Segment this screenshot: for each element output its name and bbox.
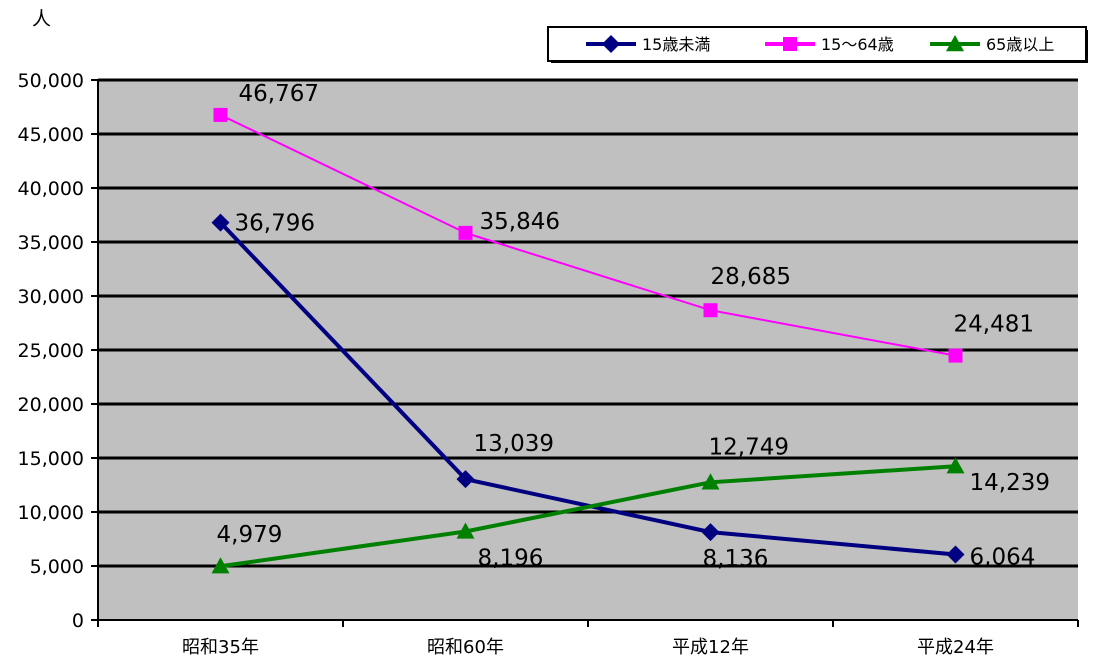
- legend-swatch-marker: [783, 37, 797, 51]
- x-category-label: 昭和60年: [427, 637, 504, 658]
- data-point: [458, 225, 473, 240]
- data-point: [946, 457, 965, 474]
- series-line-1: [220, 114, 956, 357]
- y-tick-label: 5,000: [30, 556, 84, 578]
- data-label: 4,979: [217, 522, 283, 548]
- data-point: [701, 473, 720, 490]
- data-label: 12,749: [709, 434, 789, 460]
- data-point: [946, 545, 965, 564]
- x-category-label: 平成24年: [917, 637, 994, 658]
- legend-box: [547, 26, 1087, 62]
- series-line-2: [220, 464, 956, 569]
- y-tick-label: 30,000: [18, 286, 84, 308]
- data-label: 8,136: [703, 546, 769, 572]
- x-category-label: 平成12年: [672, 637, 749, 658]
- y-tick-label: 35,000: [18, 232, 84, 254]
- y-tick-label: 45,000: [18, 124, 84, 146]
- legend-swatch-marker: [946, 35, 964, 52]
- data-label: 46,767: [239, 81, 319, 107]
- y-tick-label: 0: [72, 610, 84, 632]
- data-label: 35,846: [480, 209, 560, 235]
- y-tick-label: 40,000: [18, 178, 84, 200]
- plot-area: 0 5,000 10,000 15,000 20,000 25,000 30,000 35,0…: [18, 70, 1079, 658]
- data-point: [211, 213, 230, 232]
- y-axis-unit-label: 人: [32, 8, 51, 30]
- y-tick-label: 15,000: [18, 448, 84, 470]
- data-label: 24,481: [954, 312, 1034, 338]
- data-point: [701, 523, 720, 542]
- data-label: 8,196: [478, 545, 544, 571]
- legend-swatch-marker: [602, 35, 620, 53]
- legend-entry-label: 15歳未満: [642, 35, 710, 54]
- data-point: [948, 348, 963, 363]
- x-category-label: 昭和35年: [182, 637, 259, 658]
- y-tick-label: 10,000: [18, 502, 84, 524]
- data-point: [213, 107, 228, 122]
- y-tick-label: 50,000: [18, 70, 84, 92]
- y-tick-label: 20,000: [18, 394, 84, 416]
- legend: 15歳未満 15～64歳 65歳以上: [547, 26, 1088, 63]
- data-label: 14,239: [970, 470, 1050, 496]
- legend-entry-label: 15～64歳: [821, 35, 894, 54]
- data-point: [456, 522, 475, 539]
- data-point: [456, 470, 475, 489]
- data-point: [211, 557, 230, 574]
- data-label: 13,039: [474, 431, 554, 457]
- legend-entry-label: 65歳以上: [986, 35, 1054, 54]
- y-tick-label: 25,000: [18, 340, 84, 362]
- data-label: 28,685: [711, 264, 791, 290]
- data-label: 36,796: [235, 211, 315, 237]
- data-point: [703, 303, 718, 318]
- data-label: 6,064: [970, 545, 1036, 571]
